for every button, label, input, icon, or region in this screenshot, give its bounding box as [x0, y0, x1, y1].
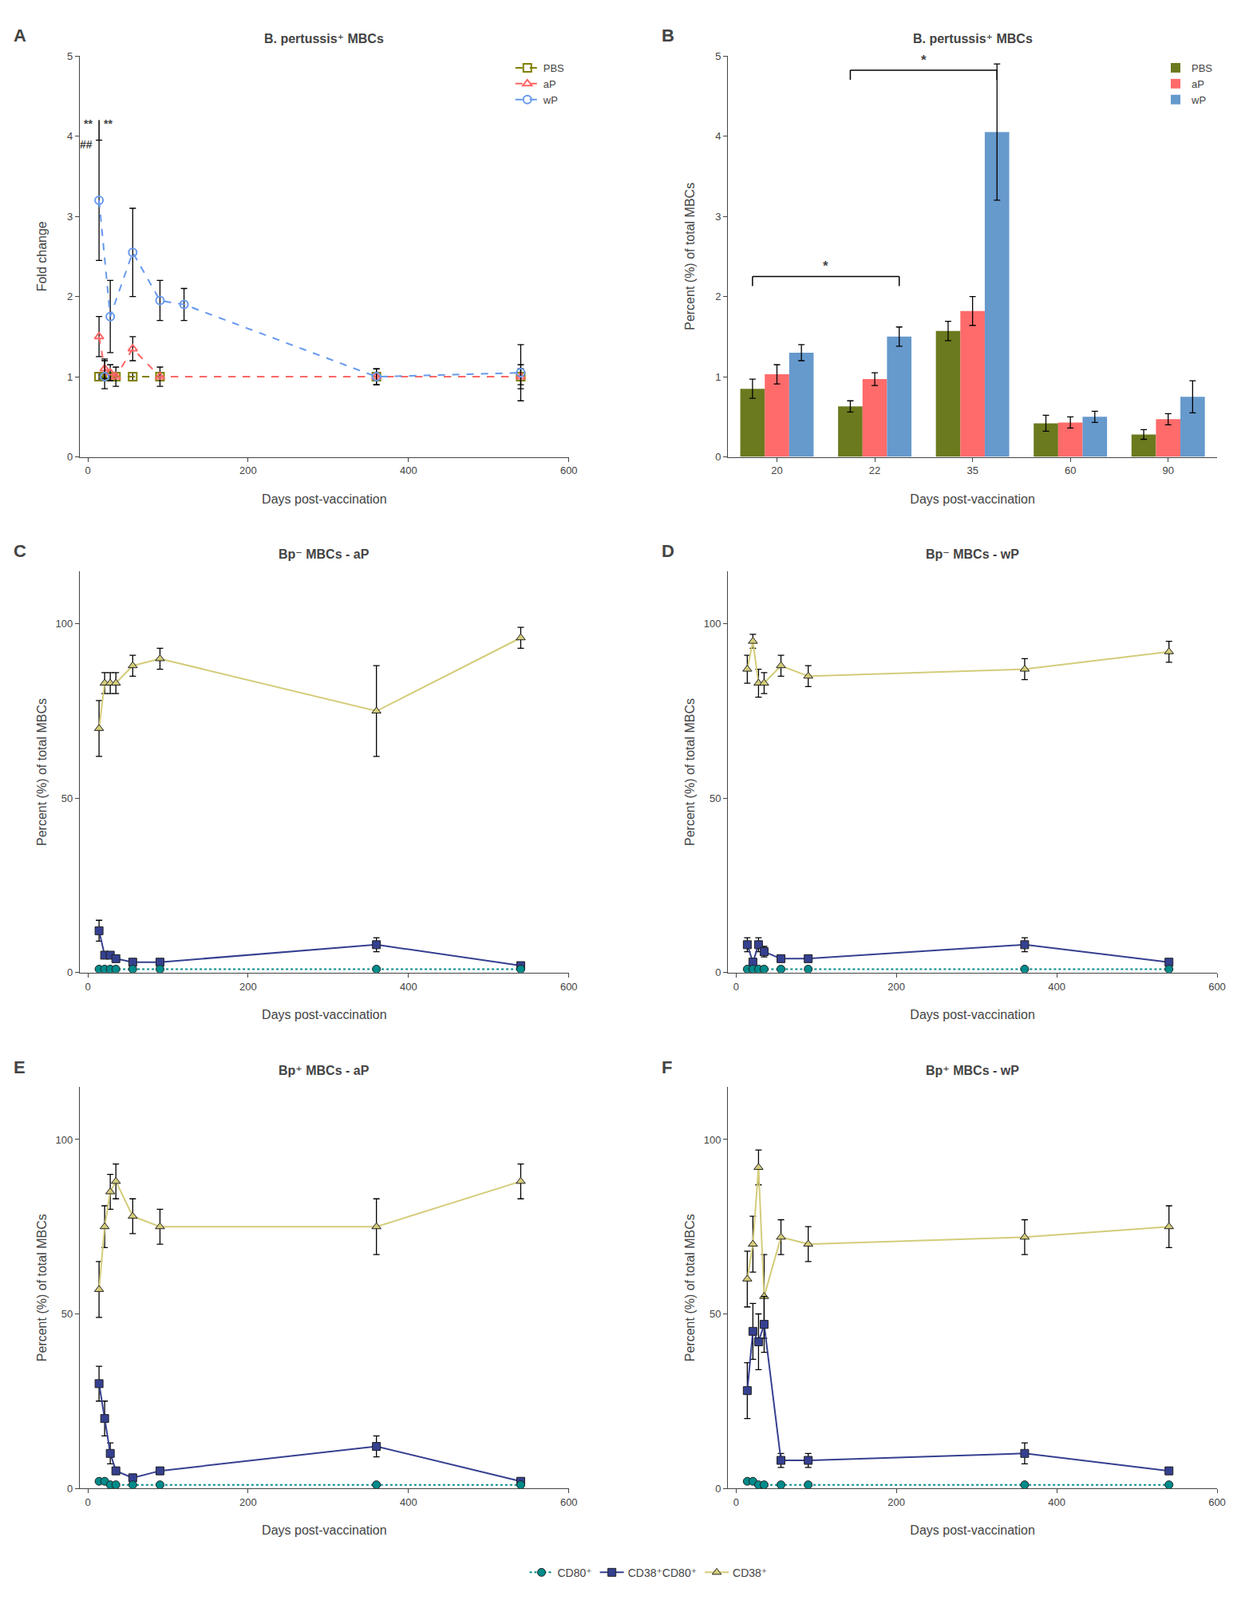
svg-text:Bp⁻ MBCs - wP: Bp⁻ MBCs - wP	[925, 547, 1020, 562]
svg-text:3: 3	[715, 210, 721, 223]
svg-text:wP: wP	[1190, 94, 1206, 107]
svg-text:200: 200	[239, 980, 257, 993]
svg-text:Bp⁺ MBCs - aP: Bp⁺ MBCs - aP	[278, 1063, 370, 1078]
svg-text:2: 2	[67, 290, 73, 303]
svg-text:CD80⁺: CD80⁺	[557, 1566, 593, 1580]
svg-text:PBS: PBS	[1191, 62, 1213, 75]
svg-text:0: 0	[84, 1496, 91, 1509]
svg-text:1: 1	[67, 371, 73, 384]
svg-text:200: 200	[239, 1496, 257, 1509]
svg-text:Percent (%) of total MBCs: Percent (%) of total MBCs	[35, 698, 49, 846]
svg-text:0: 0	[67, 1482, 73, 1495]
svg-text:*: *	[822, 258, 829, 274]
svg-text:22: 22	[869, 464, 881, 477]
svg-text:A: A	[13, 25, 27, 46]
svg-text:Days post-vaccination: Days post-vaccination	[261, 492, 388, 506]
svg-text:0: 0	[733, 1496, 740, 1509]
svg-text:*: *	[920, 52, 927, 68]
svg-text:4: 4	[715, 130, 721, 143]
svg-text:0: 0	[67, 450, 73, 463]
svg-text:Days post-vaccination: Days post-vaccination	[909, 492, 1036, 506]
svg-text:CD38⁺CD80⁺: CD38⁺CD80⁺	[628, 1566, 697, 1580]
svg-text:20: 20	[770, 464, 783, 477]
svg-text:400: 400	[399, 980, 418, 993]
svg-text:Days post-vaccination: Days post-vaccination	[909, 1523, 1036, 1538]
svg-text:200: 200	[887, 1496, 906, 1509]
svg-text:5: 5	[67, 50, 73, 63]
svg-text:600: 600	[1208, 1496, 1226, 1509]
svg-text:100: 100	[703, 1134, 722, 1147]
svg-text:Days post-vaccination: Days post-vaccination	[261, 1523, 388, 1538]
svg-text:Percent (%) of total MBCs: Percent (%) of total MBCs	[683, 1213, 697, 1362]
svg-text:**: **	[103, 117, 113, 131]
svg-text:5: 5	[715, 50, 721, 63]
svg-text:**: **	[83, 117, 93, 131]
svg-text:Bp⁻ MBCs - aP: Bp⁻ MBCs - aP	[278, 547, 370, 562]
svg-text:600: 600	[560, 980, 578, 993]
svg-text:400: 400	[399, 1496, 418, 1509]
svg-text:3: 3	[67, 210, 73, 223]
svg-text:B. pertussis⁺ MBCs: B. pertussis⁺ MBCs	[264, 31, 384, 46]
svg-text:Bp⁺ MBCs - wP: Bp⁺ MBCs - wP	[925, 1063, 1020, 1078]
svg-text:2: 2	[715, 290, 721, 303]
svg-text:100: 100	[55, 1134, 74, 1147]
svg-text:35: 35	[966, 464, 978, 477]
svg-text:100: 100	[703, 617, 722, 630]
svg-text:wP: wP	[542, 94, 558, 107]
svg-text:Fold change: Fold change	[35, 221, 49, 292]
svg-text:0: 0	[715, 966, 721, 979]
svg-text:400: 400	[1047, 1496, 1066, 1509]
svg-text:0: 0	[84, 980, 91, 993]
svg-text:Percent (%) of total MBCs: Percent (%) of total MBCs	[683, 698, 697, 846]
svg-text:400: 400	[399, 464, 418, 477]
svg-text:PBS: PBS	[543, 62, 565, 75]
svg-text:600: 600	[1208, 980, 1226, 993]
svg-text:60: 60	[1064, 464, 1076, 477]
svg-text:D: D	[661, 541, 675, 562]
svg-text:Percent (%) of total MBCs: Percent (%) of total MBCs	[35, 1213, 49, 1362]
svg-text:600: 600	[560, 464, 578, 477]
svg-text:Days post-vaccination: Days post-vaccination	[909, 1007, 1036, 1022]
svg-text:50: 50	[61, 792, 73, 805]
svg-text:1: 1	[715, 371, 721, 384]
svg-text:200: 200	[239, 464, 257, 477]
svg-text:0: 0	[715, 1482, 721, 1495]
svg-text:B. pertussis⁺ MBCs: B. pertussis⁺ MBCs	[913, 31, 1033, 46]
svg-text:0: 0	[67, 966, 73, 979]
svg-text:50: 50	[61, 1308, 73, 1321]
svg-text:Days post-vaccination: Days post-vaccination	[261, 1007, 388, 1022]
svg-text:0: 0	[84, 464, 91, 477]
svg-text:200: 200	[887, 980, 906, 993]
svg-text:E: E	[13, 1057, 26, 1078]
svg-text:CD38⁺: CD38⁺	[732, 1566, 767, 1580]
svg-text:F: F	[661, 1057, 672, 1078]
svg-text:Percent (%) of total MBCs: Percent (%) of total MBCs	[683, 182, 697, 331]
svg-text:50: 50	[709, 1308, 721, 1321]
svg-text:600: 600	[560, 1496, 578, 1509]
svg-text:4: 4	[67, 130, 73, 143]
svg-text:90: 90	[1162, 464, 1174, 477]
svg-text:100: 100	[55, 617, 74, 630]
svg-text:0: 0	[733, 980, 740, 993]
svg-text:B: B	[661, 25, 675, 46]
svg-text:50: 50	[709, 792, 721, 805]
svg-text:0: 0	[715, 450, 721, 463]
svg-text:aP: aP	[543, 78, 557, 91]
svg-text:C: C	[13, 541, 27, 562]
svg-text:aP: aP	[1191, 78, 1205, 91]
svg-text:400: 400	[1047, 980, 1066, 993]
svg-text:##: ##	[79, 138, 93, 151]
